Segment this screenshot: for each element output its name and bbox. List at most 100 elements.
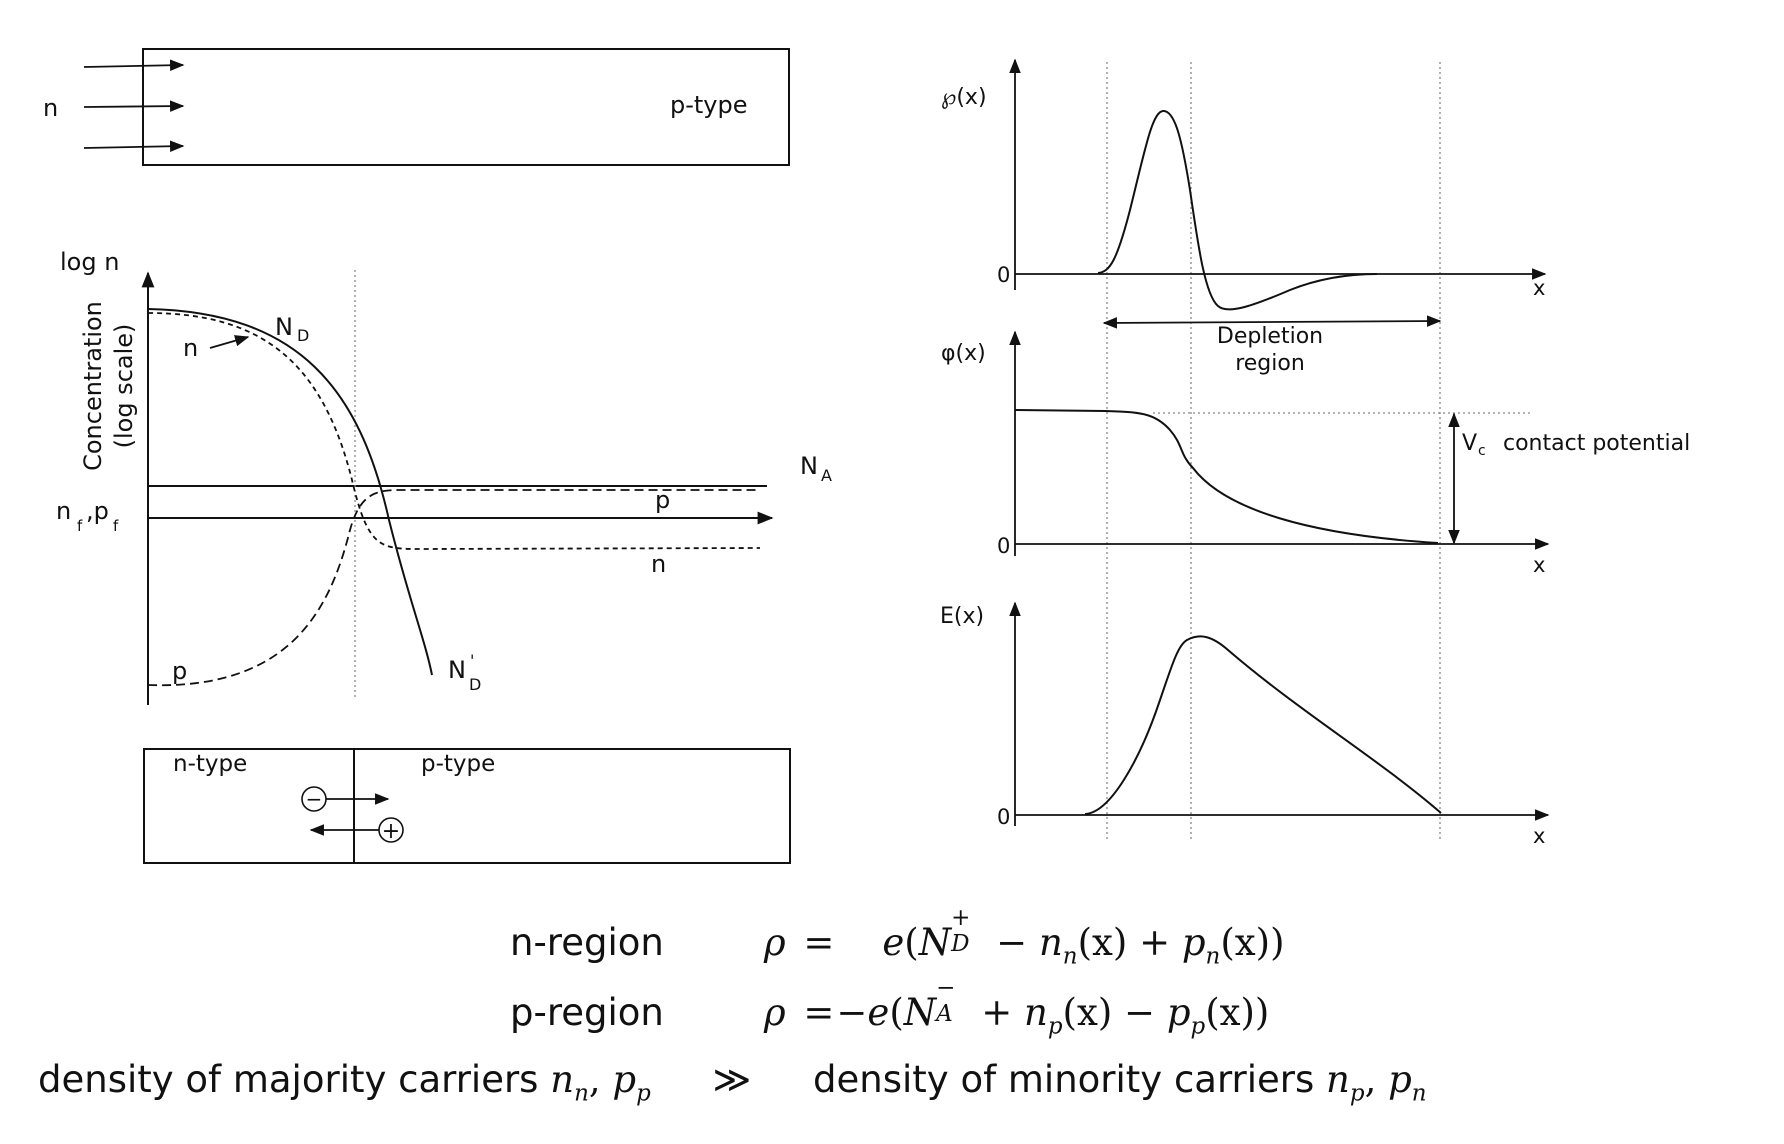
na-label-main: N xyxy=(800,452,818,480)
p-t1-sub: p xyxy=(1047,1013,1063,1040)
depletion-guides xyxy=(1106,62,1441,842)
field-x-label: x xyxy=(1533,824,1545,848)
vc-sub: c xyxy=(1478,443,1486,459)
n-op1: − xyxy=(996,921,1028,964)
log-n-label: log n xyxy=(60,248,119,276)
p-t2: p xyxy=(1166,991,1191,1034)
hole-plus: + xyxy=(382,819,400,844)
n-N-sup: + xyxy=(951,905,971,932)
nd-curve xyxy=(147,308,433,676)
phi-curve xyxy=(1014,409,1439,544)
p-curve xyxy=(147,489,760,686)
p-N-sup: − xyxy=(936,975,956,1002)
field-zero-label: 0 xyxy=(997,805,1010,829)
phi-y-label: φ(x) xyxy=(941,341,986,366)
na-label: N A xyxy=(800,452,832,485)
depletion-region: Depletion region xyxy=(1102,315,1442,376)
potential-plot: V c contact potential φ(x) 0 x xyxy=(941,330,1690,577)
p-region-label: p-region xyxy=(510,991,664,1034)
n-pointer-arrow xyxy=(209,335,250,349)
rho-zero-label: 0 xyxy=(997,263,1010,287)
fermi-n-sub: f xyxy=(77,517,83,535)
charge-density-plot: ℘(x) 0 x xyxy=(941,58,1547,311)
maj-v1-sub: n xyxy=(574,1080,589,1107)
nd-label-sub: D xyxy=(297,326,309,345)
p-eq: = xyxy=(803,991,835,1034)
p-t2-sub: p xyxy=(1190,1013,1206,1040)
p-curve-label-right: p xyxy=(655,486,670,514)
field-plot: E(x) 0 x xyxy=(940,601,1550,848)
depletion-line1: Depletion xyxy=(1217,324,1323,349)
n-eq: = xyxy=(803,921,835,964)
min-v1-sub: p xyxy=(1349,1080,1365,1107)
n-region-equation: n-region ρ = e(N + D − nn(x) + pn(x)) xyxy=(510,905,1285,970)
injection-arrow-1 xyxy=(83,59,185,72)
depletion-arrow xyxy=(1102,315,1442,329)
y-axis-title-line1: Concentration xyxy=(79,301,107,471)
n-N-sub: D xyxy=(951,930,970,957)
n-rho: ρ xyxy=(763,921,786,964)
min-v2-sub: n xyxy=(1411,1080,1427,1107)
n-curve-label-right: n xyxy=(651,550,666,578)
fermi-p-sub: f xyxy=(113,517,119,535)
n-open: ( xyxy=(904,921,919,964)
nd-prime-sup: ' xyxy=(470,651,474,670)
nd-prime-main: N xyxy=(448,656,466,684)
maj-v2-sub: p xyxy=(636,1080,651,1107)
n-x1: (x) xyxy=(1077,921,1128,964)
n-t2-sub: n xyxy=(1205,943,1221,970)
maj-v2: p xyxy=(612,1058,637,1101)
p-x2: (x)) xyxy=(1205,991,1270,1034)
phi-zero-label: 0 xyxy=(997,534,1010,558)
n-e: e xyxy=(882,921,905,964)
maj-v1: n xyxy=(550,1058,575,1101)
junction-bar: n-type p-type − + xyxy=(143,748,791,864)
p-op1: + xyxy=(981,991,1013,1034)
p-N: N xyxy=(903,991,937,1034)
nd-prime-sub: D xyxy=(469,675,481,694)
much-greater: ≫ xyxy=(712,1058,752,1101)
fermi-level-label: n f ,p f xyxy=(56,497,119,535)
p-curve-label-left: p xyxy=(172,657,187,685)
density-statement: density of majority carriers nn, pp ≫ de… xyxy=(38,1058,1427,1106)
top-bar: n p-type xyxy=(43,48,790,166)
injection-arrow-2 xyxy=(83,100,185,112)
n-x2: (x)) xyxy=(1220,921,1285,964)
fermi-p-main: ,p xyxy=(86,497,109,525)
min-comma: , xyxy=(1364,1058,1377,1101)
n-region-label: n-region xyxy=(510,921,664,964)
rho-curve xyxy=(1097,110,1378,311)
n-curve-label: n xyxy=(183,334,198,362)
carrier-label: n xyxy=(43,94,58,122)
nd-label-main: N xyxy=(275,313,293,341)
na-label-sub: A xyxy=(821,466,832,485)
junction-p-type-label: p-type xyxy=(421,751,495,777)
n-op2: + xyxy=(1139,921,1171,964)
minority-text: density of minority carriers xyxy=(813,1058,1315,1101)
n-N: N xyxy=(918,921,952,964)
electron-minus: − xyxy=(306,787,323,811)
junction-box xyxy=(143,748,791,864)
nd-prime-label: N ' D xyxy=(448,651,481,694)
vc-text: contact potential xyxy=(1503,431,1690,456)
field-curve xyxy=(1084,635,1442,815)
depletion-line2: region xyxy=(1235,351,1305,376)
junction-n-type-label: n-type xyxy=(173,751,247,777)
vc-main: V xyxy=(1462,431,1477,456)
min-v2: p xyxy=(1388,1058,1412,1101)
maj-comma: , xyxy=(588,1058,601,1101)
p-e: e xyxy=(867,991,890,1034)
concentration-plot: log n Concentration (log scale) n N D N … xyxy=(56,248,832,705)
p-op2: − xyxy=(1124,991,1156,1034)
injection-arrow-3 xyxy=(83,140,185,153)
p-region-equation: p-region ρ =−e(N − A + np(x) − pp(x)) xyxy=(510,975,1270,1040)
field-y-label: E(x) xyxy=(940,604,984,629)
min-v1: n xyxy=(1326,1058,1350,1101)
p-rho: ρ xyxy=(763,991,786,1034)
rho-y-label: ℘(x) xyxy=(941,85,987,110)
n-curve xyxy=(147,312,761,550)
fermi-n-main: n xyxy=(56,497,71,525)
y-axis-title-line2: (log scale) xyxy=(110,324,138,449)
p-x1: (x) xyxy=(1062,991,1113,1034)
n-t1-sub: n xyxy=(1062,943,1078,970)
